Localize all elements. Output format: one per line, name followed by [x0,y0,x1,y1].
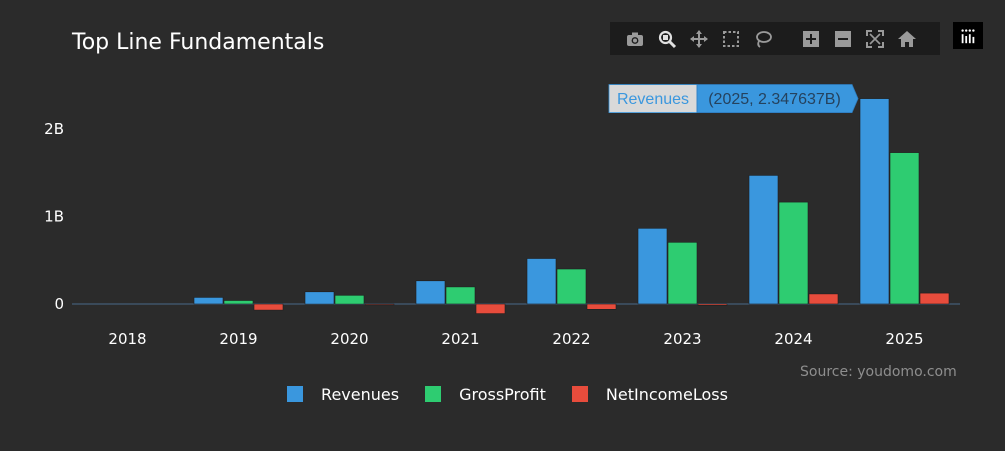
bar-grossprofit-2022[interactable] [556,268,587,305]
legend-item-revenues[interactable]: Revenues [287,385,399,404]
lasso-select-icon[interactable] [752,28,774,50]
bar-netincomeloss-2024[interactable] [808,293,839,305]
tooltip-series-box [608,84,698,113]
y-tick-label: 1B [44,208,64,226]
y-tick-label: 0 [54,295,64,313]
bar-netincomeloss-2025[interactable] [919,292,950,305]
legend-swatch [425,386,442,402]
legend-label: GrossProfit [459,384,546,404]
bar-grossprofit-2024[interactable] [778,201,809,305]
tooltip-value-box [696,84,859,113]
autoscale-icon[interactable] [864,28,886,50]
x-tick-label: 2019 [219,330,257,348]
x-tick-label: 2018 [108,330,146,348]
reset-axes-icon[interactable] [896,28,918,50]
x-tick-label: 2024 [774,330,812,348]
bar-grossprofit-2019[interactable] [223,300,254,305]
bar-revenues-2021[interactable] [415,280,446,305]
x-tick-label: 2020 [330,330,368,348]
hover-tooltip: Revenues (2025, 2.347637B) [608,84,859,113]
chart-title: Top Line Fundamentals [72,30,325,55]
bar-revenues-2019[interactable] [193,297,224,305]
x-tick-label: 2021 [441,330,479,348]
bar-netincomeloss-2019[interactable] [253,303,284,311]
bar-grossprofit-2021[interactable] [445,286,476,305]
legend-label: NetIncomeLoss [605,384,728,404]
zoom-in-icon[interactable] [800,28,822,50]
bar-netincomeloss-2023[interactable] [697,303,728,306]
bar-grossprofit-2020[interactable] [334,294,365,305]
box-select-icon[interactable] [720,28,742,50]
bar-revenues-2023[interactable] [637,228,668,305]
modebar [610,22,940,55]
pan-icon[interactable] [688,28,710,50]
bar-netincomeloss-2020[interactable] [364,303,395,306]
bar-grossprofit-2025[interactable] [889,152,920,305]
bar-revenues-2024[interactable] [748,175,779,305]
bar-grossprofit-2023[interactable] [667,242,698,305]
legend-swatch [287,386,304,402]
x-tick-label: 2025 [885,330,923,348]
camera-icon[interactable] [624,28,646,50]
legend-swatch [571,386,588,402]
bar-revenues-2022[interactable] [526,258,557,305]
bar-revenues-2020[interactable] [304,291,335,305]
bar-netincomeloss-2022[interactable] [586,303,617,310]
x-tick-label: 2022 [552,330,590,348]
legend-item-netincomeloss[interactable]: NetIncomeLoss [571,384,728,404]
zoom-icon[interactable] [656,28,678,50]
bar-netincomeloss-2021[interactable] [475,303,506,314]
legend-item-grossprofit[interactable]: GrossProfit [425,385,546,404]
tooltip-series-label: Revenues [617,91,689,108]
legend: Revenues GrossProfit NetIncomeLoss [0,380,1005,408]
zoom-out-icon[interactable] [832,28,854,50]
bar-revenues-2025[interactable] [859,98,890,305]
plotly-logo-icon[interactable] [953,22,983,49]
y-tick-label: 2B [44,120,64,138]
tooltip-value-text: (2025, 2.347637B) [708,91,841,108]
x-tick-label: 2023 [663,330,701,348]
source-note: Source: youdomo.com [800,364,957,380]
legend-label: Revenues [321,384,400,404]
